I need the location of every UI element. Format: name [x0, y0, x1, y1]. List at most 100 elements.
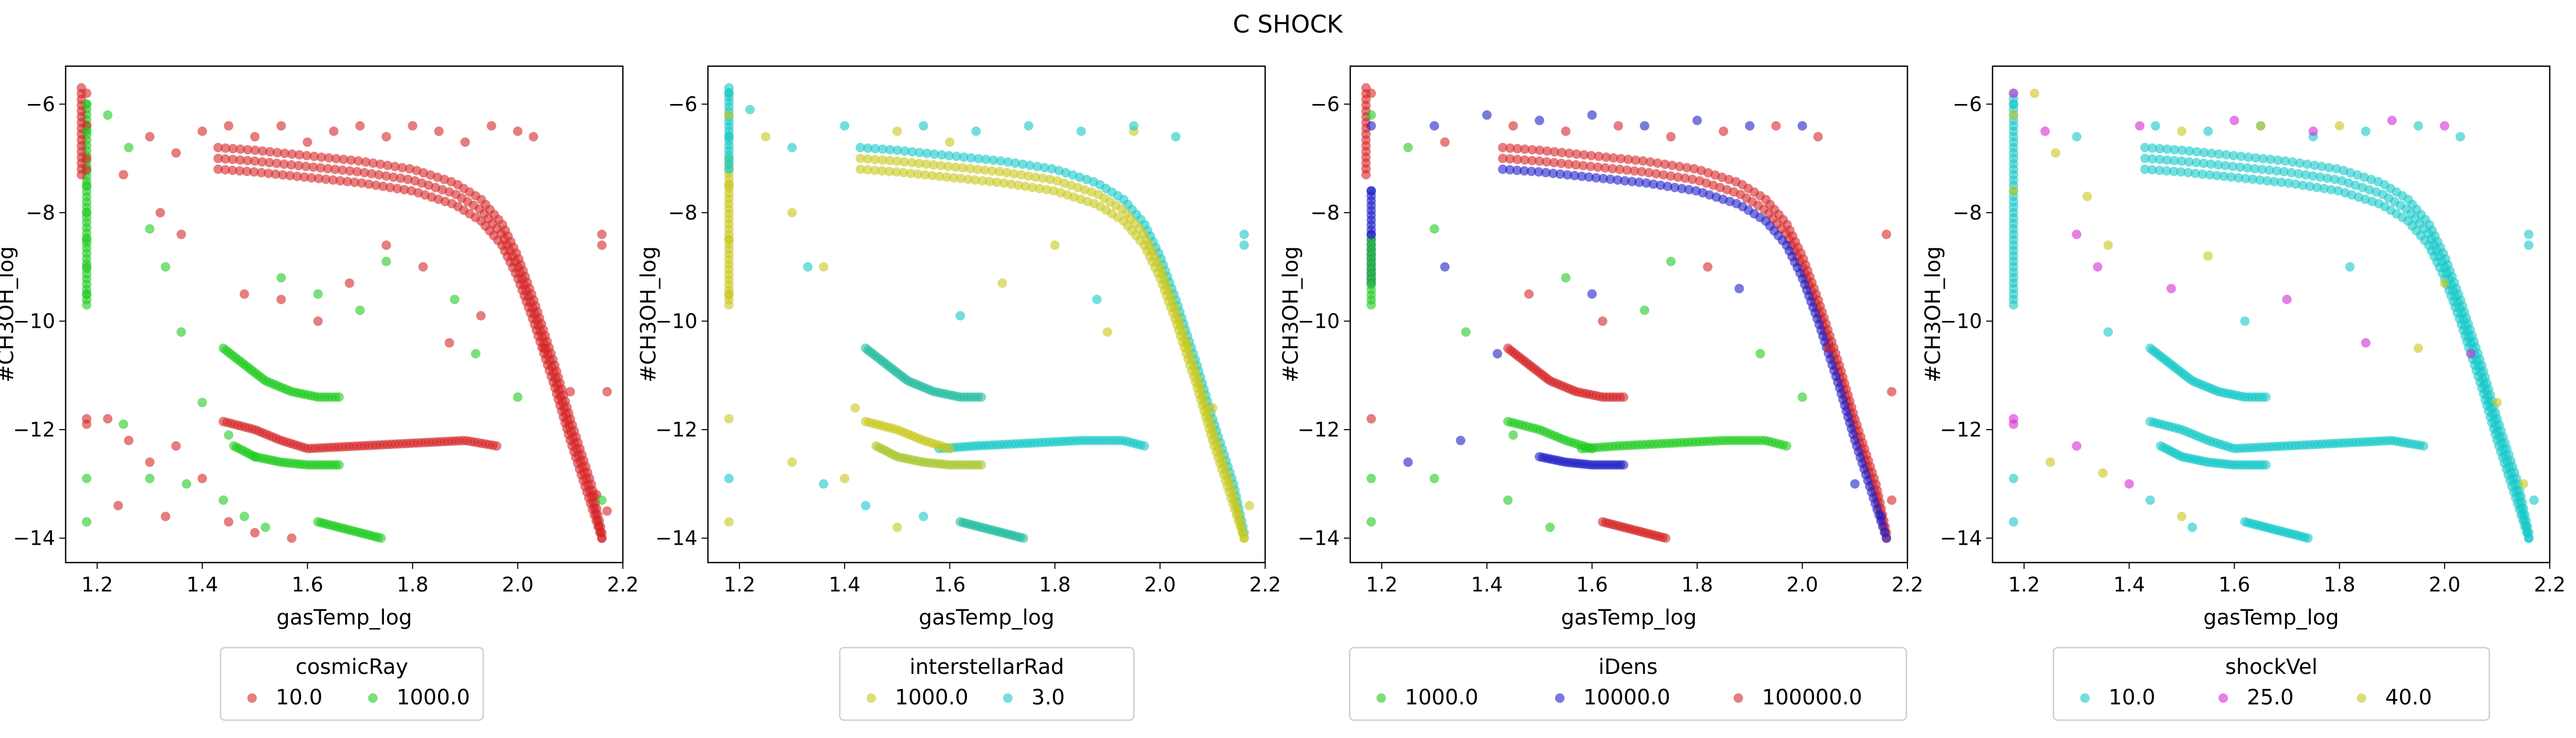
y-tick-label: −12 [13, 418, 55, 441]
scatter-point [1440, 262, 1450, 272]
scatter-point [239, 512, 249, 522]
scatter-point [958, 163, 968, 173]
scatter-point [724, 235, 734, 245]
scatter-point [2009, 88, 2018, 98]
x-tick-label: 1.6 [291, 573, 323, 596]
scatter-point [1505, 154, 1515, 164]
scatter-point [988, 155, 998, 165]
subplot-4: 1.2 1.4 1.6 1.8 2.0 2.2 −14 −12 −10 −8 −6 gasTemp_l… [1921, 65, 2565, 721]
scatter-point [1598, 173, 1608, 183]
scatter-point [2310, 160, 2320, 170]
scatter-point [2226, 172, 2236, 182]
scatter-point [329, 126, 339, 136]
scatter-point [197, 126, 207, 136]
x-axis-label: gasTemp_log [276, 606, 412, 630]
scatter-point [1703, 262, 1713, 272]
scatter-point [870, 144, 880, 153]
y-tick-label: −6 [668, 92, 697, 116]
scatter-point [1527, 155, 1537, 165]
scatter-point [408, 121, 418, 131]
legend: shockVel 10.0 25.0 40.0 [2052, 647, 2490, 721]
scatter-point [724, 517, 734, 527]
scatter-point [1660, 159, 1670, 169]
x-tick-label: 1.4 [1471, 573, 1503, 596]
legend-box [220, 647, 484, 721]
scatter-point [250, 156, 260, 166]
scatter-point [856, 164, 865, 174]
scatter-point [376, 159, 385, 169]
scatter-point [355, 121, 365, 131]
scatter-point [1512, 165, 1522, 175]
scatter-point [1670, 182, 1680, 192]
scatter-point [367, 169, 377, 179]
scatter-point [404, 164, 414, 174]
scatter-point [2212, 171, 2222, 181]
scatter-point [1755, 349, 1765, 359]
scatter-point [321, 174, 331, 184]
scatter-point [1734, 284, 1744, 294]
scatter-point [2214, 149, 2224, 159]
scatter-point [1613, 175, 1623, 185]
scatter-point [476, 311, 486, 321]
scatter-point [863, 165, 872, 175]
scatter-point [2192, 158, 2201, 168]
scatter-point [930, 149, 939, 159]
scatter-point [1513, 154, 1522, 164]
scatter-point [213, 153, 223, 163]
scatter-point [1563, 159, 1573, 169]
scatter-point [565, 387, 575, 397]
x-axis-label: gasTemp_log [919, 606, 1054, 630]
scatter-point [249, 167, 259, 177]
scatter-point [2288, 157, 2298, 167]
scatter-point [2295, 158, 2305, 168]
legend-marker [2356, 693, 2366, 703]
scatter-point [803, 262, 813, 272]
scatter-point [145, 473, 155, 483]
scatter-point [302, 151, 312, 161]
x-tick-label: 1.8 [1681, 573, 1713, 596]
scatter-point [2317, 162, 2327, 171]
scatter-point [1535, 116, 1545, 126]
subplot-grid: 1.2 1.4 1.6 1.8 2.0 2.2 −14 −12 −10 −8 −6 gasTemp_l… [0, 65, 2565, 721]
scatter-point [1578, 161, 1588, 171]
x-tick-label: 2.0 [502, 573, 534, 596]
scatter-point [2280, 156, 2290, 166]
scatter-point [176, 230, 186, 240]
scatter-point [995, 167, 1004, 176]
scatter-point [1689, 164, 1699, 174]
scatter-point [224, 121, 234, 131]
scatter-point [840, 121, 850, 131]
scatter-point [1524, 289, 1534, 299]
scatter-point [944, 151, 954, 161]
scatter-point [227, 165, 237, 175]
scatter-point [197, 473, 207, 483]
y-tick-label: −14 [1298, 527, 1340, 550]
scatter-point [113, 501, 123, 511]
scatter-point [324, 153, 334, 163]
scatter-point [2455, 132, 2465, 142]
scatter-point [1666, 171, 1676, 181]
scatter-point [1009, 169, 1019, 179]
scatter-point [221, 143, 231, 153]
scatter-point [350, 178, 360, 187]
scatter-point [2140, 142, 2150, 152]
y-axis-label: #CH3OH_log [637, 246, 661, 383]
scatter-point [1663, 181, 1673, 191]
scatter-point [295, 150, 305, 160]
scatter-point [724, 132, 734, 142]
scatter-point [2277, 178, 2287, 187]
scatter-point [228, 144, 238, 153]
x-tick-label: 1.8 [397, 573, 428, 596]
legend-entry-label: 1000.0 [895, 685, 968, 710]
x-tick-label: 1.8 [1039, 573, 1070, 596]
scatter-point [891, 167, 901, 177]
scatter-point [389, 172, 398, 182]
scatter-point [124, 142, 134, 152]
scatter-point [264, 169, 274, 179]
scatter-point [1630, 166, 1640, 176]
scatter-point [1655, 180, 1665, 190]
x-tick-label: 2.2 [607, 573, 639, 596]
scatter-point [2273, 155, 2283, 165]
scatter-point [934, 171, 944, 181]
scatter-point [885, 145, 895, 155]
